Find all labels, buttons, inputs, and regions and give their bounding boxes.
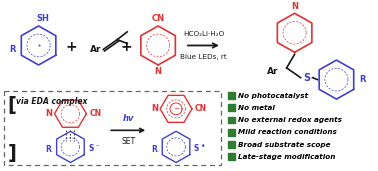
Text: R: R <box>46 145 51 154</box>
Text: S: S <box>88 144 94 153</box>
Bar <box>228 92 235 99</box>
Text: ⁻: ⁻ <box>95 144 99 150</box>
Text: N: N <box>155 67 162 76</box>
Text: Ar: Ar <box>90 45 101 54</box>
Text: CN: CN <box>89 109 101 118</box>
Text: R: R <box>9 45 15 54</box>
Text: HCO₂Li·H₂O: HCO₂Li·H₂O <box>183 31 224 37</box>
Text: +: + <box>121 40 132 54</box>
Text: R: R <box>151 145 157 154</box>
Text: −: − <box>173 106 179 112</box>
Text: ]: ] <box>8 143 17 162</box>
Text: N: N <box>291 2 298 11</box>
Text: Broad substrate scope: Broad substrate scope <box>238 141 330 148</box>
Bar <box>228 117 235 123</box>
Text: N: N <box>45 109 53 118</box>
Text: R: R <box>359 75 366 84</box>
Bar <box>228 104 235 111</box>
Text: CN: CN <box>152 14 165 23</box>
Text: +: + <box>66 40 77 54</box>
Text: CN: CN <box>195 104 207 113</box>
Text: N: N <box>151 104 158 113</box>
Text: via EDA complex: via EDA complex <box>15 97 87 106</box>
Text: No metal: No metal <box>238 105 275 111</box>
Bar <box>4 91 221 165</box>
Text: Mild reaction conditions: Mild reaction conditions <box>238 129 337 135</box>
Text: S: S <box>194 144 199 153</box>
Text: hv: hv <box>122 114 134 122</box>
Text: Blue LEDs, rt: Blue LEDs, rt <box>180 54 227 60</box>
Text: SH: SH <box>36 14 49 23</box>
Text: No photocatalyst: No photocatalyst <box>238 93 308 99</box>
Text: Late-stage modification: Late-stage modification <box>238 154 335 160</box>
Text: No external redox agents: No external redox agents <box>238 117 342 123</box>
Bar <box>228 153 235 160</box>
Text: Ar: Ar <box>267 67 279 76</box>
Text: [: [ <box>8 96 17 115</box>
Bar <box>228 141 235 148</box>
Text: S: S <box>303 73 310 83</box>
Text: •: • <box>201 142 206 151</box>
Bar <box>228 129 235 136</box>
Text: SET: SET <box>121 137 135 146</box>
